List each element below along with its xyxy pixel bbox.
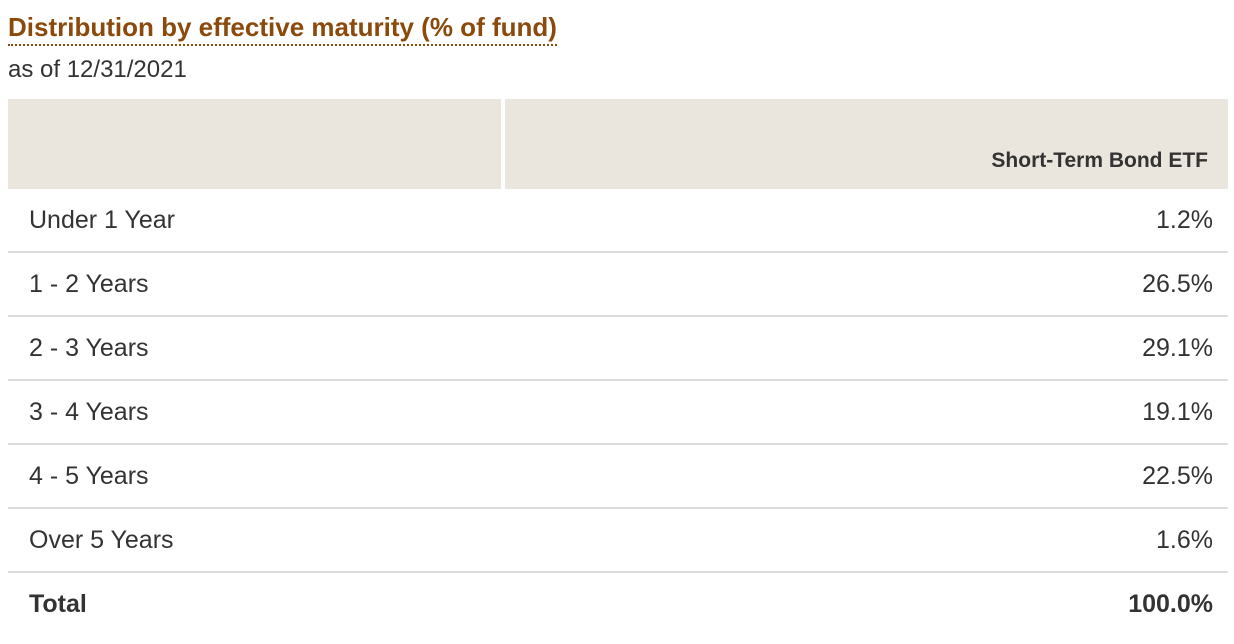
- row-value: 29.1%: [1142, 334, 1213, 362]
- row-value: 1.2%: [1156, 206, 1213, 234]
- table-row: 4 - 5 Years 22.5%: [8, 445, 1228, 509]
- header-cell: [8, 99, 501, 189]
- table-row: 1 - 2 Years 26.5%: [8, 253, 1228, 317]
- row-value: 100.0%: [1128, 590, 1213, 618]
- row-label: Over 5 Years: [29, 526, 174, 554]
- table-row: 2 - 3 Years 29.1%: [8, 317, 1228, 381]
- subtitle: as of 12/31/2021: [8, 56, 187, 83]
- row-label: 1 - 2 Years: [29, 270, 149, 298]
- header-cell: Short-Term Bond ETF: [505, 99, 1228, 189]
- row-value: 1.6%: [1156, 526, 1213, 554]
- row-value: 26.5%: [1142, 270, 1213, 298]
- column-header: Short-Term Bond ETF: [991, 149, 1208, 172]
- row-label: 4 - 5 Years: [29, 462, 149, 490]
- table-row: Over 5 Years 1.6%: [8, 509, 1228, 573]
- row-label: 3 - 4 Years: [29, 398, 149, 426]
- row-label: Total: [29, 590, 87, 618]
- table-row: Under 1 Year 1.2%: [8, 189, 1228, 253]
- table-row: 3 - 4 Years 19.1%: [8, 381, 1228, 445]
- row-value: 22.5%: [1142, 462, 1213, 490]
- row-value: 19.1%: [1142, 398, 1213, 426]
- row-label: Under 1 Year: [29, 206, 175, 234]
- title[interactable]: Distribution by effective maturity (% of…: [8, 10, 557, 46]
- total-row: Total 100.0%: [8, 573, 1228, 637]
- row-label: 2 - 3 Years: [29, 334, 149, 362]
